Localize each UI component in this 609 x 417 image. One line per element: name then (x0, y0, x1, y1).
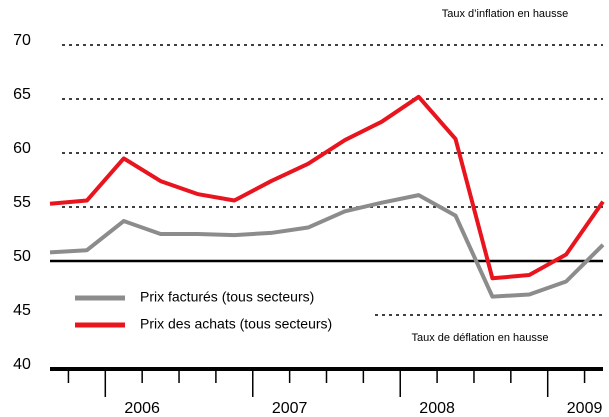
y-tick-label: 60 (13, 140, 31, 157)
y-tick-label: 55 (13, 194, 31, 211)
annotation: Taux de déflation en hausse (412, 332, 549, 344)
y-tick-label: 50 (13, 248, 31, 265)
y-tick-label: 40 (13, 356, 31, 373)
y-tick-label: 65 (13, 86, 31, 103)
series-line (49, 94, 605, 281)
x-tick-label: 2008 (419, 400, 455, 417)
legend-label: Prix des achats (tous secteurs) (140, 316, 332, 332)
series-line (49, 193, 605, 299)
x-tick-label: 2006 (124, 400, 160, 417)
y-tick-label: 70 (13, 32, 31, 49)
legend-label: Prix facturés (tous secteurs) (140, 289, 314, 305)
x-tick-label: 2007 (272, 400, 308, 417)
x-tick-label: 2009 (567, 400, 603, 417)
annotation: Taux d’inflation en hausse (442, 8, 569, 20)
y-tick-label: 45 (13, 302, 31, 319)
